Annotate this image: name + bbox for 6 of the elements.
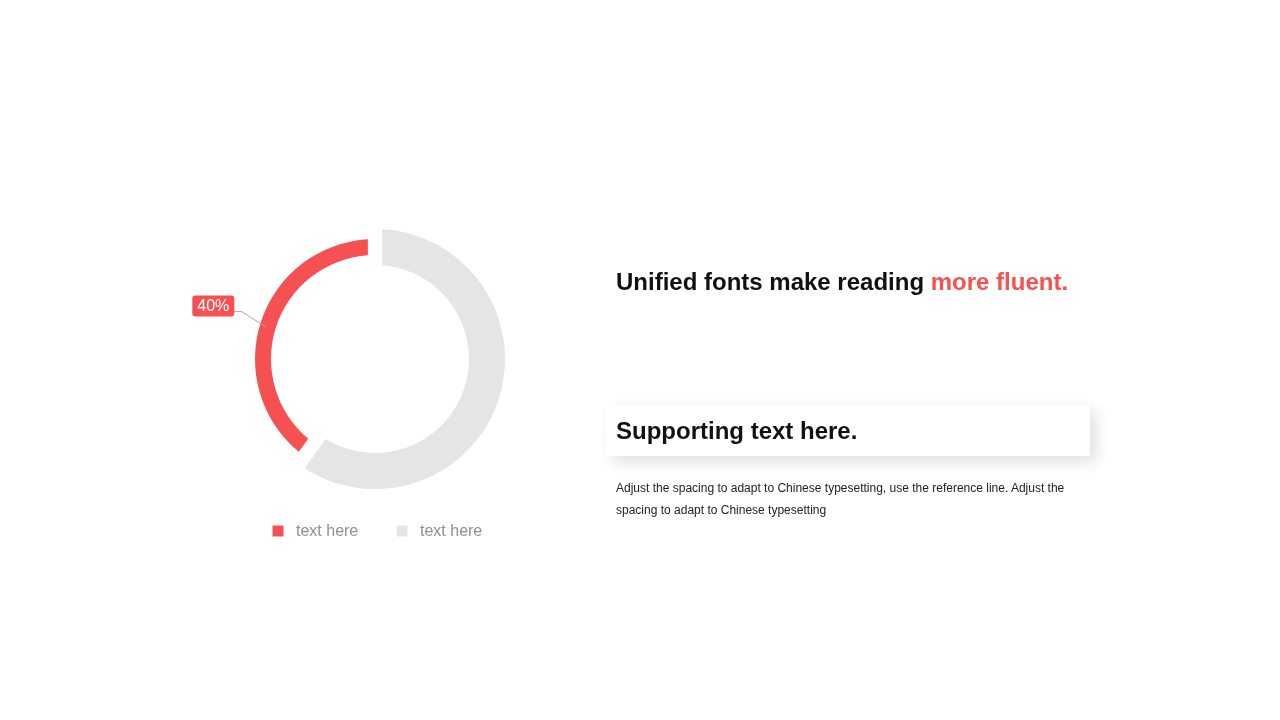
legend-label: text here (420, 522, 483, 539)
text: Supporting text here. (616, 417, 858, 445)
data-label: 40% (197, 297, 230, 315)
text: Unified fonts make reading more fluent. (616, 268, 1069, 295)
legend-label: text here (296, 522, 359, 539)
text: Adjust the spacing to adapt to Chinese typesetting, use the reference line. Adjust the spacing to adapt to Chinese typesetting (616, 480, 1066, 519)
